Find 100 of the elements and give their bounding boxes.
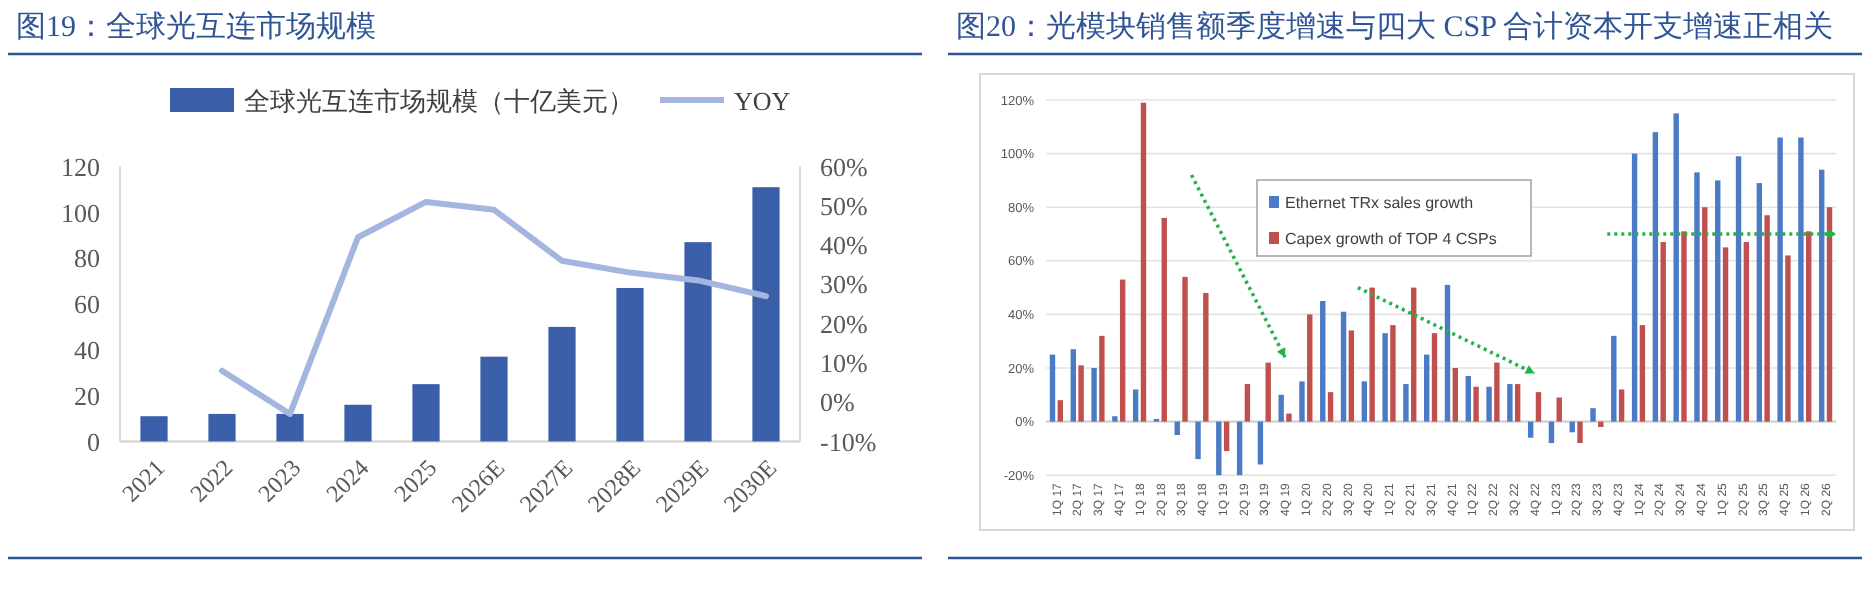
bar — [1140, 102, 1147, 422]
legend-label: Ethernet TRx sales growth — [1285, 194, 1474, 212]
bar — [1514, 384, 1521, 422]
y-tick-label: 80 — [74, 243, 100, 274]
bar — [1203, 292, 1209, 422]
bar — [1465, 376, 1471, 422]
bar — [1174, 421, 1180, 435]
bar — [344, 404, 372, 442]
bar — [1660, 242, 1666, 422]
bar — [1369, 287, 1375, 422]
bar — [1223, 421, 1230, 452]
bar — [1161, 217, 1167, 422]
bar — [1216, 421, 1222, 476]
bar — [1361, 381, 1368, 422]
bar — [1598, 421, 1604, 427]
bar — [1049, 354, 1056, 422]
legend-label: YOY — [734, 86, 792, 116]
y2-tick-label: 50% — [820, 190, 868, 221]
bar — [1403, 384, 1409, 422]
bar — [684, 242, 712, 442]
chart-title: 图19：全球光互连市场规模 — [16, 10, 376, 44]
bar — [1091, 368, 1097, 422]
bar — [1611, 335, 1617, 422]
bar — [1431, 333, 1438, 422]
bar — [548, 326, 576, 442]
bar — [1777, 137, 1783, 422]
bar — [1785, 255, 1791, 422]
bar — [1507, 384, 1513, 422]
bar — [1590, 408, 1596, 422]
y-tick-label: 100 — [61, 197, 100, 228]
bar — [1673, 113, 1679, 422]
y2-tick-label: 30% — [820, 269, 868, 300]
bar — [1099, 335, 1105, 422]
bar — [1112, 416, 1118, 422]
bar — [1694, 172, 1700, 422]
bar — [1764, 215, 1770, 422]
bar — [1743, 242, 1750, 422]
y2-tick-label: 40% — [820, 230, 868, 261]
bar — [1548, 421, 1555, 444]
bar — [1278, 394, 1284, 422]
y-tick-label: 40 — [74, 334, 100, 365]
bar — [1390, 325, 1396, 422]
y2-tick-label: 60% — [820, 151, 868, 182]
bar — [1527, 421, 1534, 438]
bar — [1307, 314, 1313, 422]
bar — [1382, 333, 1388, 422]
bar — [1486, 386, 1492, 422]
bar — [1452, 368, 1458, 422]
y-tick-label: 120 — [61, 151, 100, 182]
bar — [1182, 276, 1188, 422]
y-tick-label: 20 — [74, 380, 100, 411]
bar — [1639, 325, 1646, 422]
bar — [1078, 365, 1084, 422]
legend-label: 全球光互连市场规模（十亿美元） — [244, 86, 634, 116]
line-series — [219, 198, 769, 417]
bar — [1236, 421, 1243, 476]
bar — [1806, 231, 1812, 422]
bar — [1826, 207, 1833, 422]
bar — [1327, 392, 1334, 422]
bar — [1556, 397, 1562, 422]
y-tick-label: 60 — [74, 289, 100, 320]
bar — [1286, 413, 1292, 422]
bar — [1722, 247, 1729, 422]
bar — [1652, 132, 1659, 422]
y2-tick-label: 20% — [820, 308, 868, 339]
bar — [1735, 156, 1742, 422]
bar — [1340, 311, 1347, 422]
legend-label: Capex growth of TOP 4 CSPs — [1285, 230, 1497, 248]
bar — [1798, 137, 1804, 422]
bar — [1320, 301, 1326, 422]
bar — [1444, 284, 1451, 422]
bar — [1265, 362, 1271, 422]
bar — [276, 413, 304, 442]
bar — [1132, 389, 1139, 422]
bar — [1070, 349, 1076, 422]
bar — [1494, 362, 1500, 422]
bar — [1411, 287, 1417, 422]
bar — [1756, 183, 1763, 422]
y2-tick-label: 0% — [820, 387, 855, 418]
bar — [1631, 153, 1638, 422]
bar — [1244, 384, 1251, 422]
bar — [1473, 386, 1479, 422]
bar — [480, 356, 508, 442]
bar — [752, 187, 780, 442]
bar — [1618, 389, 1625, 422]
bar — [1715, 180, 1721, 422]
bar — [1257, 421, 1264, 465]
bar — [1299, 381, 1305, 422]
bar — [208, 413, 236, 442]
bar — [1424, 354, 1430, 422]
y2-tick-label: -10% — [820, 426, 877, 457]
bar — [1535, 392, 1542, 422]
bar — [1819, 169, 1825, 422]
y2-tick-label: 10% — [820, 347, 868, 378]
bar — [1681, 231, 1687, 422]
bar — [1702, 207, 1708, 422]
bar — [140, 416, 168, 442]
bar — [1577, 421, 1583, 444]
bar — [1119, 279, 1126, 422]
bar — [1057, 400, 1063, 422]
